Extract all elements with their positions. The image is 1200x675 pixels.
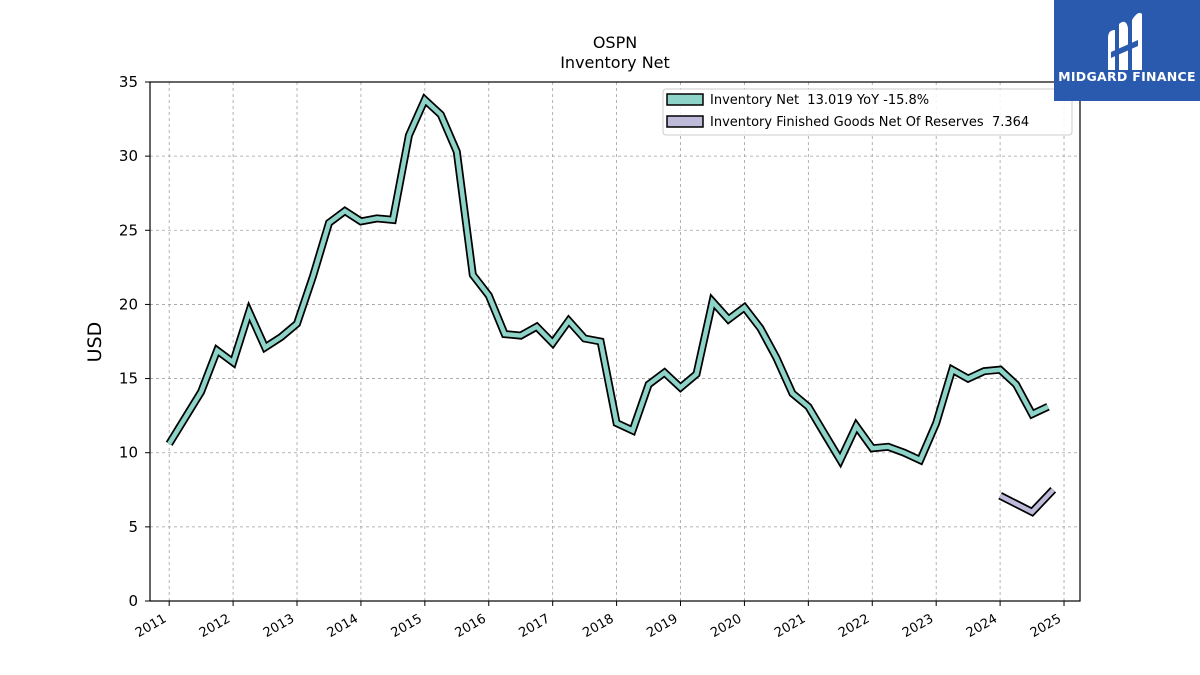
- midgard-finance-logo: MIDGARD FINANCE: [1054, 0, 1200, 101]
- x-tick-label: 2014: [325, 611, 361, 641]
- y-tick-label: 30: [119, 147, 138, 165]
- x-tick-label: 2023: [900, 611, 936, 641]
- x-tick-label: 2024: [964, 611, 1000, 641]
- chart-subtitle: Inventory Net: [560, 53, 670, 72]
- series-line: [999, 488, 1055, 515]
- legend-label-inventory-net: Inventory Net 13.019 YoY -15.8%: [710, 93, 929, 108]
- x-tick-label: 2018: [580, 611, 616, 641]
- legend: Inventory Net 13.019 YoY -15.8% Inventor…: [662, 88, 1073, 136]
- grid: [150, 81, 1080, 602]
- series-lines: [165, 93, 1057, 517]
- legend-box: [662, 88, 1073, 136]
- legend-swatch-inventory-net: [666, 93, 704, 106]
- series-0: [165, 93, 1050, 469]
- x-tick-label: 2025: [1028, 611, 1064, 641]
- series-line: [167, 96, 1049, 465]
- series-line-outline: [165, 93, 1050, 469]
- y-tick-label: 15: [119, 370, 138, 388]
- y-tick-label: 10: [119, 444, 138, 462]
- x-tick-label: 2022: [836, 611, 872, 641]
- legend-swatch-finished-goods: [666, 115, 704, 128]
- x-tick-label: 2021: [772, 611, 808, 641]
- x-tick-label: 2015: [389, 611, 425, 641]
- x-tick-label: 2012: [197, 611, 233, 641]
- x-tick-label: 2017: [517, 611, 553, 641]
- y-axis-label: USD: [84, 322, 106, 363]
- chart-title: OSPN: [593, 33, 637, 52]
- y-tick-label: 20: [119, 295, 138, 313]
- x-tick-label: 2020: [708, 611, 744, 641]
- series-1: [998, 487, 1057, 517]
- y-tick-label: 25: [119, 221, 138, 239]
- plot-frame: [149, 81, 1081, 602]
- legend-label-finished-goods: Inventory Finished Goods Net Of Reserves…: [710, 115, 1029, 130]
- y-tick-label: 35: [119, 73, 138, 91]
- x-tick-label: 2011: [133, 611, 169, 641]
- y-axis: 0 5 10 15 20 25 30 35: [119, 73, 150, 610]
- x-tick-label: 2016: [453, 611, 489, 641]
- x-tick-label: 2013: [261, 611, 297, 641]
- logo-text: MIDGARD FINANCE: [1058, 69, 1196, 84]
- y-tick-label: 0: [128, 592, 138, 610]
- y-tick-label: 5: [128, 518, 138, 536]
- x-axis: 2011 2012 2013 2014 2015 2016 2017 2018 2019 2020…: [133, 601, 1065, 641]
- logo-mark-icon: [1108, 12, 1142, 70]
- x-tick-label: 2019: [644, 611, 680, 641]
